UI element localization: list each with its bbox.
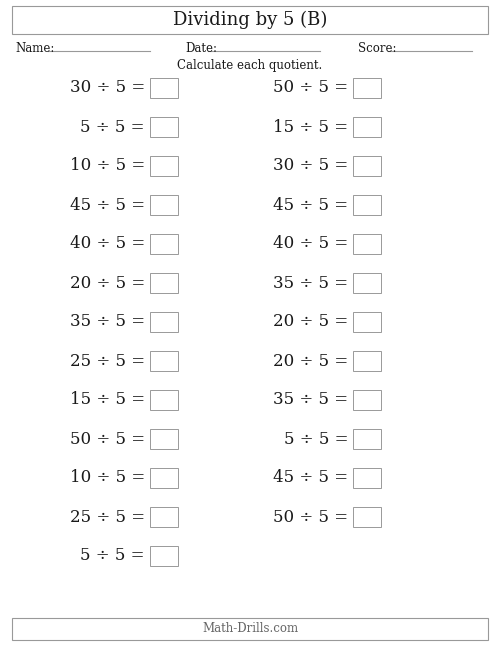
Text: 10 ÷ 5 =: 10 ÷ 5 =	[70, 470, 145, 487]
Text: 40 ÷ 5 =: 40 ÷ 5 =	[70, 236, 145, 252]
Text: 40 ÷ 5 =: 40 ÷ 5 =	[273, 236, 348, 252]
Text: 30 ÷ 5 =: 30 ÷ 5 =	[273, 157, 348, 175]
Text: Name:: Name:	[15, 41, 54, 54]
Text: 20 ÷ 5 =: 20 ÷ 5 =	[70, 274, 145, 292]
FancyBboxPatch shape	[353, 78, 381, 98]
FancyBboxPatch shape	[150, 312, 178, 332]
FancyBboxPatch shape	[150, 273, 178, 293]
FancyBboxPatch shape	[150, 195, 178, 215]
FancyBboxPatch shape	[150, 234, 178, 254]
FancyBboxPatch shape	[150, 390, 178, 410]
Text: 20 ÷ 5 =: 20 ÷ 5 =	[273, 314, 348, 331]
FancyBboxPatch shape	[150, 546, 178, 566]
FancyBboxPatch shape	[353, 234, 381, 254]
Text: 25 ÷ 5 =: 25 ÷ 5 =	[70, 353, 145, 369]
FancyBboxPatch shape	[150, 429, 178, 449]
Text: 35 ÷ 5 =: 35 ÷ 5 =	[70, 314, 145, 331]
Text: 5 ÷ 5 =: 5 ÷ 5 =	[284, 430, 348, 448]
FancyBboxPatch shape	[12, 6, 488, 34]
Text: 50 ÷ 5 =: 50 ÷ 5 =	[273, 80, 348, 96]
FancyBboxPatch shape	[353, 468, 381, 488]
FancyBboxPatch shape	[150, 507, 178, 527]
Text: 50 ÷ 5 =: 50 ÷ 5 =	[273, 509, 348, 525]
FancyBboxPatch shape	[353, 507, 381, 527]
Text: Math-Drills.com: Math-Drills.com	[202, 622, 298, 635]
Text: 45 ÷ 5 =: 45 ÷ 5 =	[70, 197, 145, 214]
Text: 5 ÷ 5 =: 5 ÷ 5 =	[80, 547, 145, 564]
Text: Date:: Date:	[185, 41, 217, 54]
FancyBboxPatch shape	[353, 273, 381, 293]
Text: 35 ÷ 5 =: 35 ÷ 5 =	[273, 391, 348, 408]
FancyBboxPatch shape	[150, 156, 178, 176]
FancyBboxPatch shape	[353, 429, 381, 449]
FancyBboxPatch shape	[353, 312, 381, 332]
FancyBboxPatch shape	[12, 618, 488, 640]
FancyBboxPatch shape	[353, 117, 381, 137]
Text: 15 ÷ 5 =: 15 ÷ 5 =	[273, 118, 348, 135]
Text: Dividing by 5 (B): Dividing by 5 (B)	[173, 11, 327, 29]
FancyBboxPatch shape	[353, 195, 381, 215]
FancyBboxPatch shape	[353, 351, 381, 371]
Text: 5 ÷ 5 =: 5 ÷ 5 =	[80, 118, 145, 135]
FancyBboxPatch shape	[150, 468, 178, 488]
Text: 45 ÷ 5 =: 45 ÷ 5 =	[273, 470, 348, 487]
FancyBboxPatch shape	[150, 351, 178, 371]
Text: Score:: Score:	[358, 41, 397, 54]
Text: 25 ÷ 5 =: 25 ÷ 5 =	[70, 509, 145, 525]
Text: Calculate each quotient.: Calculate each quotient.	[178, 60, 322, 72]
FancyBboxPatch shape	[150, 117, 178, 137]
Text: 35 ÷ 5 =: 35 ÷ 5 =	[273, 274, 348, 292]
Text: 50 ÷ 5 =: 50 ÷ 5 =	[70, 430, 145, 448]
Text: 30 ÷ 5 =: 30 ÷ 5 =	[70, 80, 145, 96]
Text: 10 ÷ 5 =: 10 ÷ 5 =	[70, 157, 145, 175]
FancyBboxPatch shape	[353, 390, 381, 410]
Text: 45 ÷ 5 =: 45 ÷ 5 =	[273, 197, 348, 214]
FancyBboxPatch shape	[150, 78, 178, 98]
FancyBboxPatch shape	[353, 156, 381, 176]
Text: 15 ÷ 5 =: 15 ÷ 5 =	[70, 391, 145, 408]
Text: 20 ÷ 5 =: 20 ÷ 5 =	[273, 353, 348, 369]
